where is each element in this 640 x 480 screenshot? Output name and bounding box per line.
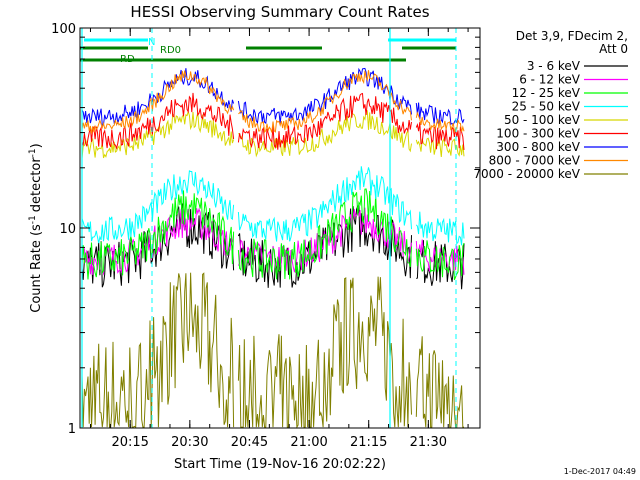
series-layer	[81, 67, 465, 429]
legend-header-2: Att 0	[599, 42, 628, 56]
x-tick-label: 20:15	[111, 435, 148, 450]
legend-entry-label: 6 - 12 keV	[519, 73, 581, 87]
legend-entry-label: 3 - 6 keV	[527, 59, 581, 73]
legend-header-1: Det 3,9, FDecim 2,	[516, 29, 628, 43]
legend-entry-label: 100 - 300 keV	[496, 127, 580, 141]
render-timestamp: 1-Dec-2017 04:49	[564, 467, 636, 476]
series-line	[81, 67, 465, 127]
x-tick-label: 21:15	[350, 435, 387, 450]
flag-label: RD0	[160, 45, 181, 56]
x-tick-label: 21:30	[410, 435, 447, 450]
y-tick-label: 100	[51, 22, 76, 37]
y-axis-label: Count Rate (s-1detector-1)	[28, 143, 44, 312]
series-line	[81, 70, 465, 134]
y-tick-label: 1	[68, 422, 76, 437]
legend-entry-label: 300 - 800 keV	[496, 140, 580, 154]
x-axis-label: Start Time (19-Nov-16 20:02:22)	[174, 457, 386, 472]
y-label-tail: detector	[29, 157, 44, 213]
axis-layer: 1 10 100 20:15 20:30 20:45 21:00 21:15 21:30	[51, 22, 480, 450]
series-line	[81, 272, 464, 429]
x-tick-label: 20:30	[171, 435, 208, 450]
legend-entry-label: 7000 - 20000 keV	[473, 167, 580, 181]
chart-title: HESSI Observing Summary Count Rates	[130, 3, 429, 21]
series-line	[81, 109, 465, 159]
legend-entry-label: 50 - 100 keV	[504, 113, 581, 127]
series-line	[81, 166, 465, 246]
flag-label: N	[148, 37, 155, 48]
y-label-text: Count Rate (s	[29, 224, 44, 313]
y-label-sup: -1	[28, 215, 38, 224]
flags-layer: N RD0 RD	[80, 28, 457, 428]
y-label-sup2: -1	[28, 148, 38, 157]
legend-entry-label: 800 - 7000 keV	[489, 154, 581, 168]
y-label-close: )	[29, 143, 44, 148]
y-tick-label: 10	[59, 222, 76, 237]
legend-entry-label: 25 - 50 keV	[512, 100, 581, 114]
x-tick-label: 20:45	[231, 435, 268, 450]
x-tick-label: 21:00	[290, 435, 327, 450]
flag-label: RD	[120, 54, 135, 65]
legend-entry-label: 12 - 25 keV	[512, 86, 581, 100]
